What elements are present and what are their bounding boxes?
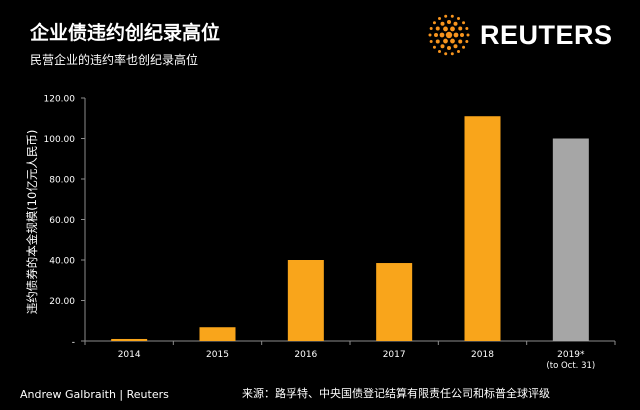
- logo-dot: [435, 39, 440, 44]
- logo-dot: [465, 27, 469, 30]
- x-tick-label: 2016: [294, 350, 317, 360]
- y-tick-label: 80.00: [49, 176, 75, 186]
- logo-dot: [443, 38, 448, 44]
- logo-dot: [462, 21, 466, 25]
- chart-subtitle: 民营企业的违约率也创纪录高位: [30, 53, 199, 67]
- logo-dot: [443, 26, 448, 32]
- reuters-brand: REUTERS: [426, 12, 613, 58]
- logo-dot: [440, 44, 445, 49]
- logo-dot: [450, 26, 455, 32]
- logo-dot: [428, 33, 432, 37]
- logo-dot: [465, 40, 469, 43]
- x-tick-label: 2019*: [557, 350, 585, 360]
- logo-dot: [434, 33, 438, 37]
- logo-dot: [453, 21, 458, 26]
- logo-dot: [440, 21, 445, 26]
- bar: [552, 138, 589, 341]
- logo-dot: [435, 26, 440, 31]
- logo-dot: [458, 26, 463, 31]
- logo-dot: [457, 17, 460, 21]
- logo-dot: [453, 32, 459, 38]
- logo-dot: [458, 39, 463, 44]
- logo-dot: [466, 33, 470, 37]
- bar: [199, 327, 236, 341]
- x-tick-label: 2017: [383, 350, 406, 360]
- x-tick-label: (to Oct. 31): [546, 361, 595, 371]
- logo-dot: [450, 52, 454, 56]
- logo-dot: [453, 44, 458, 49]
- logo-dot: [438, 49, 441, 53]
- logo-dot: [445, 31, 453, 39]
- logo-dot: [438, 17, 441, 21]
- reuters-dot-logo-icon: [428, 14, 470, 56]
- y-tick-label: 40.00: [49, 257, 75, 267]
- logo-dot: [429, 40, 433, 43]
- y-tick-label: 60.00: [49, 216, 75, 226]
- logo-dot: [450, 38, 455, 44]
- chart-title: 企业债违约创纪录高位: [30, 22, 221, 44]
- x-tick-label: 2015: [206, 350, 229, 360]
- y-tick-label: -: [72, 338, 75, 348]
- x-tick-label: 2018: [471, 350, 494, 360]
- y-tick-label: 20.00: [49, 297, 75, 307]
- logo-dot: [450, 14, 454, 18]
- logo-dot: [447, 20, 451, 24]
- logo-dot: [429, 27, 433, 30]
- x-tick-label: 2014: [118, 350, 141, 360]
- logo-dot: [444, 14, 448, 18]
- source-text: 来源：路孚特、中央国债登记结算有限责任公司和标普全球评级: [242, 387, 550, 400]
- bar: [464, 116, 501, 341]
- logo-dot: [439, 32, 445, 38]
- logo-dot: [457, 49, 460, 53]
- bar: [287, 260, 324, 341]
- y-tick-label: 120.00: [44, 95, 76, 105]
- logo-dot: [444, 52, 448, 56]
- y-tick-label: 100.00: [44, 135, 76, 145]
- logo-dot: [432, 21, 436, 25]
- bar: [111, 338, 148, 341]
- logo-dot: [462, 45, 466, 49]
- logo-dot: [460, 33, 464, 37]
- logo-dot: [447, 46, 451, 50]
- credit-text: Andrew Galbraith | Reuters: [20, 388, 169, 401]
- reuters-wordmark: REUTERS: [480, 19, 613, 50]
- bar: [376, 263, 413, 341]
- logo-dot: [432, 45, 436, 49]
